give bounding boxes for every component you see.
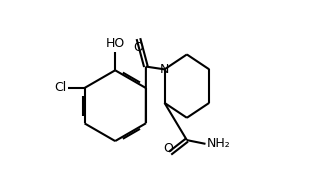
Text: Cl: Cl — [55, 81, 67, 94]
Text: O: O — [163, 142, 173, 155]
Text: N: N — [160, 63, 169, 76]
Text: O: O — [133, 41, 143, 54]
Text: HO: HO — [106, 37, 125, 50]
Text: NH₂: NH₂ — [206, 137, 230, 150]
